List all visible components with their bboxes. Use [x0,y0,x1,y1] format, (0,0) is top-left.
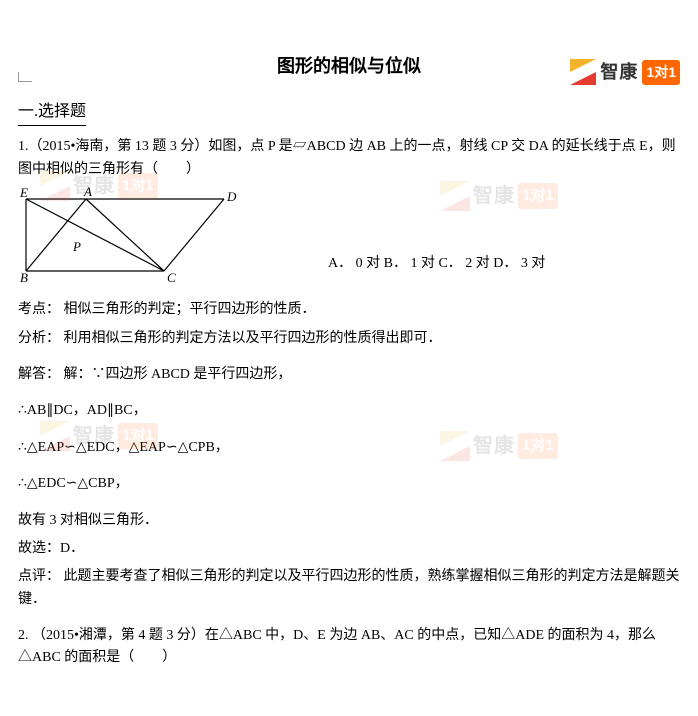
brand-logo: 智康 1对1 [570,58,680,87]
q1-figure-row: E A D B C P A． 0 对 B． 1 对 C． 2 对 D． 3 对 [18,187,680,283]
logo-icon [570,59,596,85]
fenxi-label: 分析： [18,331,60,346]
jieda-text: 解：∵四边形 ABCD 是平行四边形， [60,367,291,382]
dianping-label: 点评： [18,569,60,584]
q1-step3: ∴△EDC∽△CBP， [18,473,680,495]
svg-text:D: D [226,189,237,204]
q2-stem: 2. （2015•湘潭，第 4 题 3 分）在△ABC 中，D、E 为边 AB、… [18,625,680,670]
q1-jieda: 解答： 解：∵四边形 ABCD 是平行四边形， [18,364,680,386]
svg-text:P: P [72,239,81,254]
q1-step2: ∴△EAP∽△EDC，△EAP∽△CPB， [18,437,680,459]
jieda-label: 解答： [18,367,60,382]
svg-text:B: B [20,270,28,283]
svg-text:E: E [19,187,28,200]
q1-step1: ∴AB∥DC，AD∥BC， [18,400,680,422]
corner-mark [18,72,32,82]
kaodian-label: 考点： [18,302,60,317]
q1-figure: E A D B C P [18,187,238,283]
q1-stem: 1.（2015•海南，第 13 题 3 分）如图，点 P 是▱ABCD 边 AB… [18,136,680,181]
q1-conc2: 故选：D． [18,538,680,560]
svg-text:A: A [83,187,92,199]
q1-kaodian: 考点： 相似三角形的判定；平行四边形的性质． [18,299,680,321]
q1-conc1: 故有 3 对相似三角形． [18,510,680,532]
dianping-text: 此题主要考查了相似三角形的判定以及平行四边形的性质，熟练掌握相似三角形的判定方法… [18,569,680,606]
kaodian-text: 相似三角形的判定；平行四边形的性质． [60,302,316,317]
fenxi-text: 利用相似三角形的判定方法以及平行四边形的性质得出即可． [60,331,442,346]
q1-options: A． 0 对 B． 1 对 C． 2 对 D． 3 对 [328,253,545,283]
svg-text:C: C [167,270,176,283]
q1-dianping: 点评： 此题主要考查了相似三角形的判定以及平行四边形的性质，熟练掌握相似三角形的… [18,566,680,611]
logo-text: 智康 [600,58,638,87]
q1-fenxi: 分析： 利用相似三角形的判定方法以及平行四边形的性质得出即可． [18,328,680,350]
section-header: 一.选择题 [18,99,86,127]
logo-badge: 1对1 [642,60,680,84]
